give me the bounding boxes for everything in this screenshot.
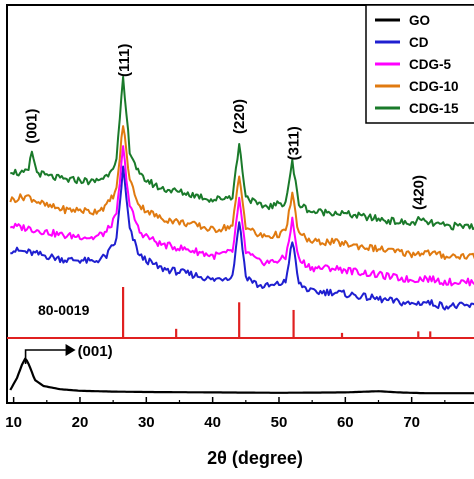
x-tick-label: 40	[204, 414, 221, 431]
legend-label-cdg-5: CDG-5	[409, 57, 451, 72]
series-line-cd	[10, 165, 474, 311]
plot-frame	[6, 4, 474, 404]
series-line-cdg-10	[9, 125, 474, 260]
x-tick-label: 20	[72, 414, 89, 431]
series-line-cdg-5	[9, 145, 474, 287]
x-axis: 10 20 30 40 50 60 70 2θ (degree)	[5, 397, 446, 468]
go-peak-label: (001)	[78, 343, 113, 360]
go-arrow-line	[24, 349, 66, 364]
x-tick-label: 70	[403, 414, 420, 431]
series-line-cdg-15	[10, 75, 474, 231]
legend: GO CD CDG-5 CDG-10 CDG-15	[365, 4, 474, 124]
peak-label: (001)	[24, 109, 41, 144]
x-tick-label: 10	[5, 414, 22, 431]
reference-pattern: 80-0019	[38, 287, 432, 338]
reference-label: 80-0019	[38, 302, 90, 318]
x-tick-label: 50	[271, 414, 288, 431]
series-group	[9, 75, 474, 395]
x-tick-label: 60	[337, 414, 354, 431]
legend-label-cdg-10: CDG-10	[409, 79, 459, 94]
x-tick-label: 30	[138, 414, 155, 431]
x-axis-label: 2θ (degree)	[207, 448, 303, 468]
go-arrow-head	[65, 344, 76, 356]
legend-label-cdg-15: CDG-15	[409, 101, 459, 116]
legend-label-go: GO	[409, 13, 430, 28]
legend-label-cd: CD	[409, 35, 429, 50]
peak-label: (111)	[116, 44, 133, 77]
series-line-go	[9, 357, 474, 395]
peak-label: (220)	[231, 99, 248, 134]
peak-label: (420)	[410, 175, 427, 210]
peak-labels: (001) (111) (220) (311) (420) (001)	[24, 44, 427, 364]
peak-label: (311)	[286, 126, 303, 160]
plot-border	[6, 4, 474, 404]
